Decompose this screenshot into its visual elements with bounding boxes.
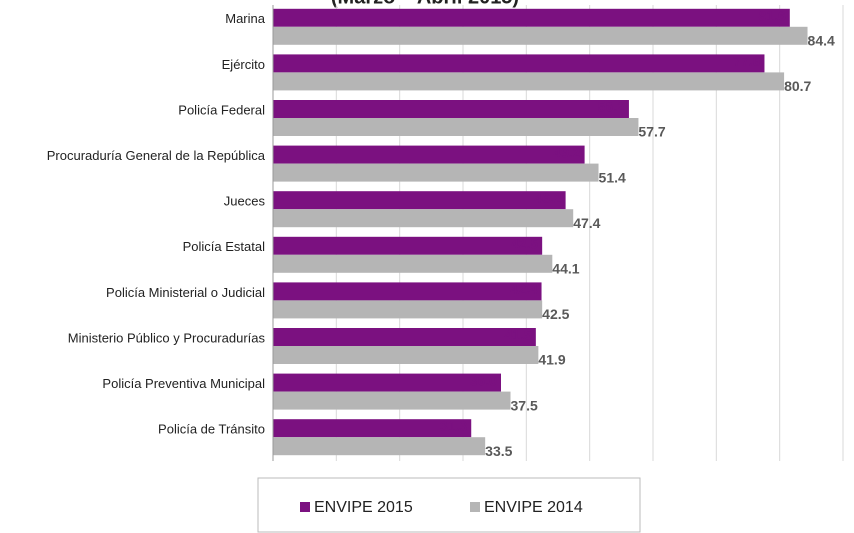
- bar: [273, 26, 808, 45]
- data-label: 37.5: [511, 397, 538, 413]
- legend-label: ENVIPE 2015: [314, 499, 413, 516]
- bar: [273, 254, 553, 273]
- data-label: 31.3: [440, 418, 467, 434]
- bar: [273, 191, 566, 210]
- data-label: 41.9: [538, 352, 565, 368]
- bar: [273, 72, 785, 91]
- y-tick-label: Policía de Tránsito: [158, 422, 265, 437]
- legend-box: [257, 477, 641, 533]
- bar: [273, 300, 543, 319]
- bar: [273, 100, 629, 118]
- y-tick-label: Policía Preventiva Municipal: [102, 376, 265, 391]
- y-tick-label: Jueces: [224, 194, 266, 209]
- bar: [273, 282, 542, 301]
- bar: [273, 236, 543, 255]
- data-label: 46.2: [534, 190, 561, 206]
- bar: [273, 145, 585, 164]
- data-label: 42.5: [542, 306, 569, 322]
- data-label: 56.2: [598, 99, 625, 115]
- data-label: 41.5: [505, 327, 532, 343]
- y-tick-label: Marina: [225, 11, 266, 26]
- y-tick-label: Policía Estatal: [183, 239, 265, 254]
- y-tick-label: Policía Ministerial o Judicial: [106, 285, 265, 300]
- data-label: 80.7: [784, 78, 811, 94]
- legend-swatch: [470, 502, 480, 512]
- data-label: 57.7: [638, 124, 665, 140]
- y-tick-label: Procuraduría General de la República: [47, 148, 266, 163]
- y-tick-label: Policía Federal: [178, 102, 265, 117]
- data-label: 81.6: [759, 8, 786, 24]
- bar: [273, 373, 501, 392]
- bar: [273, 328, 536, 346]
- bar: [273, 163, 599, 182]
- chart-title: (Marzo – Abril 2015): [331, 0, 519, 8]
- y-tick-label: Ministerio Público y Procuradurías: [68, 330, 266, 345]
- bar: [273, 54, 765, 73]
- data-label: 51.4: [599, 169, 626, 185]
- y-tick-label: Ejército: [222, 57, 265, 72]
- data-label: 47.4: [573, 215, 600, 231]
- data-label: 77.6: [733, 53, 760, 69]
- bar: [273, 437, 486, 456]
- bar: [273, 391, 511, 410]
- bar: [273, 346, 539, 364]
- data-label: 36.0: [470, 372, 497, 388]
- data-label: 33.5: [485, 443, 512, 459]
- data-label: 42.4: [510, 281, 537, 297]
- data-label: 42.5: [511, 236, 538, 252]
- bar: [273, 118, 639, 136]
- bar: [273, 8, 790, 27]
- bar: [273, 209, 574, 228]
- legend-label: ENVIPE 2014: [484, 499, 583, 516]
- data-label: 49.2: [553, 144, 580, 160]
- data-label: 44.1: [552, 261, 579, 277]
- data-label: 84.4: [808, 33, 835, 49]
- legend-swatch: [300, 502, 310, 512]
- bar: [273, 419, 472, 438]
